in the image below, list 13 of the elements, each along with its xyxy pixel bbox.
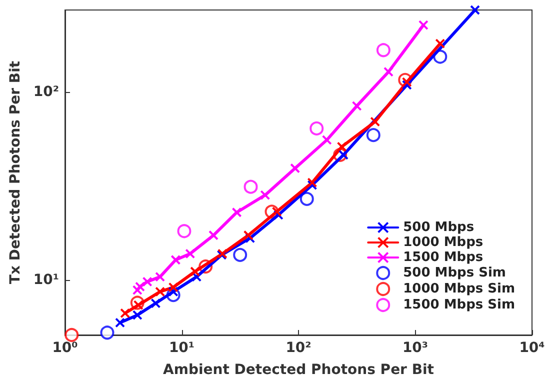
y-axis-title: Tx Detected Photons Per Bit — [7, 60, 24, 284]
x-tick-label: 10⁴ — [519, 340, 545, 356]
x-axis-title: Ambient Detected Photons Per Bit — [163, 362, 434, 378]
x-tick-label: 10³ — [402, 340, 428, 356]
legend-label: 500 Mbps — [403, 220, 474, 235]
legend-label: 1000 Mbps — [403, 235, 484, 250]
legend-label: 500 Mbps Sim — [403, 266, 506, 280]
x-tick-label: 10¹ — [168, 340, 195, 356]
legend-label: 1500 Mbps Sim — [403, 298, 516, 312]
legend-label: 1000 Mbps Sim — [403, 282, 516, 296]
x-tick-label: 10² — [286, 340, 312, 356]
x-tick-label: 10⁰ — [52, 340, 78, 356]
legend-label: 1500 Mbps — [403, 250, 484, 265]
